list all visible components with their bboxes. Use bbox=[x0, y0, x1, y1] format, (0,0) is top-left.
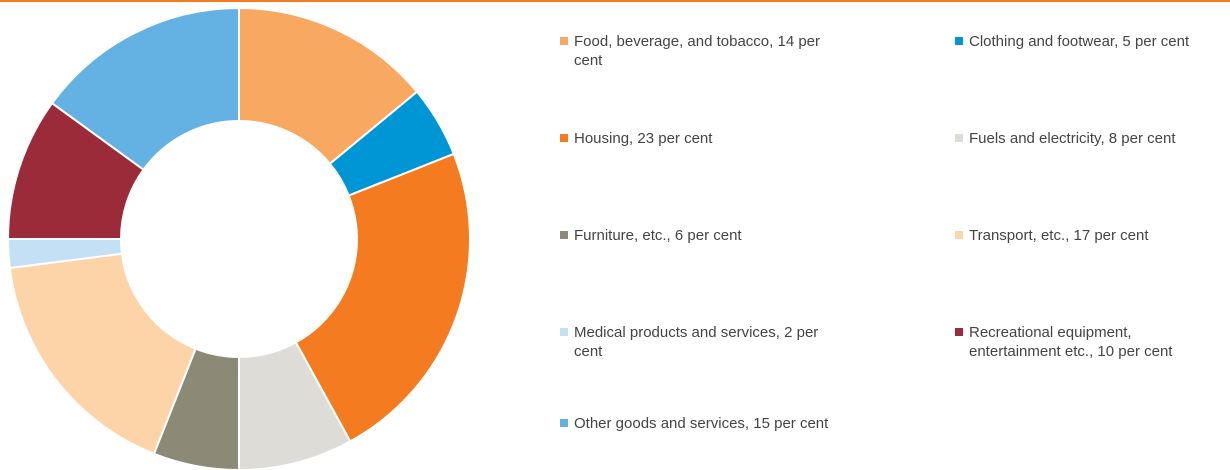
legend-swatch bbox=[560, 37, 568, 45]
legend-item: Other goods and services, 15 per cent bbox=[560, 414, 830, 433]
legend-item: Recreational equipment, entertainment et… bbox=[955, 323, 1225, 361]
legend-label: Food, beverage, and tobacco, 14 per cent bbox=[574, 33, 821, 69]
legend-swatch bbox=[560, 134, 568, 142]
legend-label: Other goods and services, 15 per cent bbox=[574, 415, 829, 432]
slice bbox=[238, 6, 419, 166]
legend-label: Fuels and electricity, 8 per cent bbox=[969, 130, 1176, 147]
slice bbox=[50, 6, 240, 172]
legend-item: Clothing and footwear, 5 per cent bbox=[955, 32, 1225, 51]
legend-swatch bbox=[955, 328, 963, 336]
legend-item: Transport, etc., 17 per cent bbox=[955, 226, 1225, 245]
legend-item: Fuels and electricity, 8 per cent bbox=[955, 129, 1225, 148]
legend-item: Food, beverage, and tobacco, 14 per cent bbox=[560, 32, 830, 70]
legend-label: Medical products and services, 2 per cen… bbox=[574, 324, 819, 360]
legend-item: Furniture, etc., 6 per cent bbox=[560, 226, 830, 245]
top-rule bbox=[0, 0, 1230, 2]
legend-swatch bbox=[955, 134, 963, 142]
legend-item: Medical products and services, 2 per cen… bbox=[560, 323, 830, 361]
slice bbox=[8, 252, 197, 456]
legend-label: Housing, 23 per cent bbox=[574, 130, 713, 147]
slice bbox=[294, 152, 471, 443]
legend-label: Clothing and footwear, 5 per cent bbox=[969, 33, 1190, 50]
legend-label: Transport, etc., 17 per cent bbox=[969, 227, 1149, 244]
legend-label: Recreational equipment, entertainment et… bbox=[969, 324, 1173, 360]
legend-label: Furniture, etc., 6 per cent bbox=[574, 227, 742, 244]
legend-swatch bbox=[955, 231, 963, 239]
legend-item: Housing, 23 per cent bbox=[560, 129, 830, 148]
legend-swatch bbox=[955, 37, 963, 45]
legend-swatch bbox=[560, 231, 568, 239]
legend-swatch bbox=[560, 419, 568, 427]
legend-swatch bbox=[560, 328, 568, 336]
donut-chart bbox=[6, 6, 471, 470]
